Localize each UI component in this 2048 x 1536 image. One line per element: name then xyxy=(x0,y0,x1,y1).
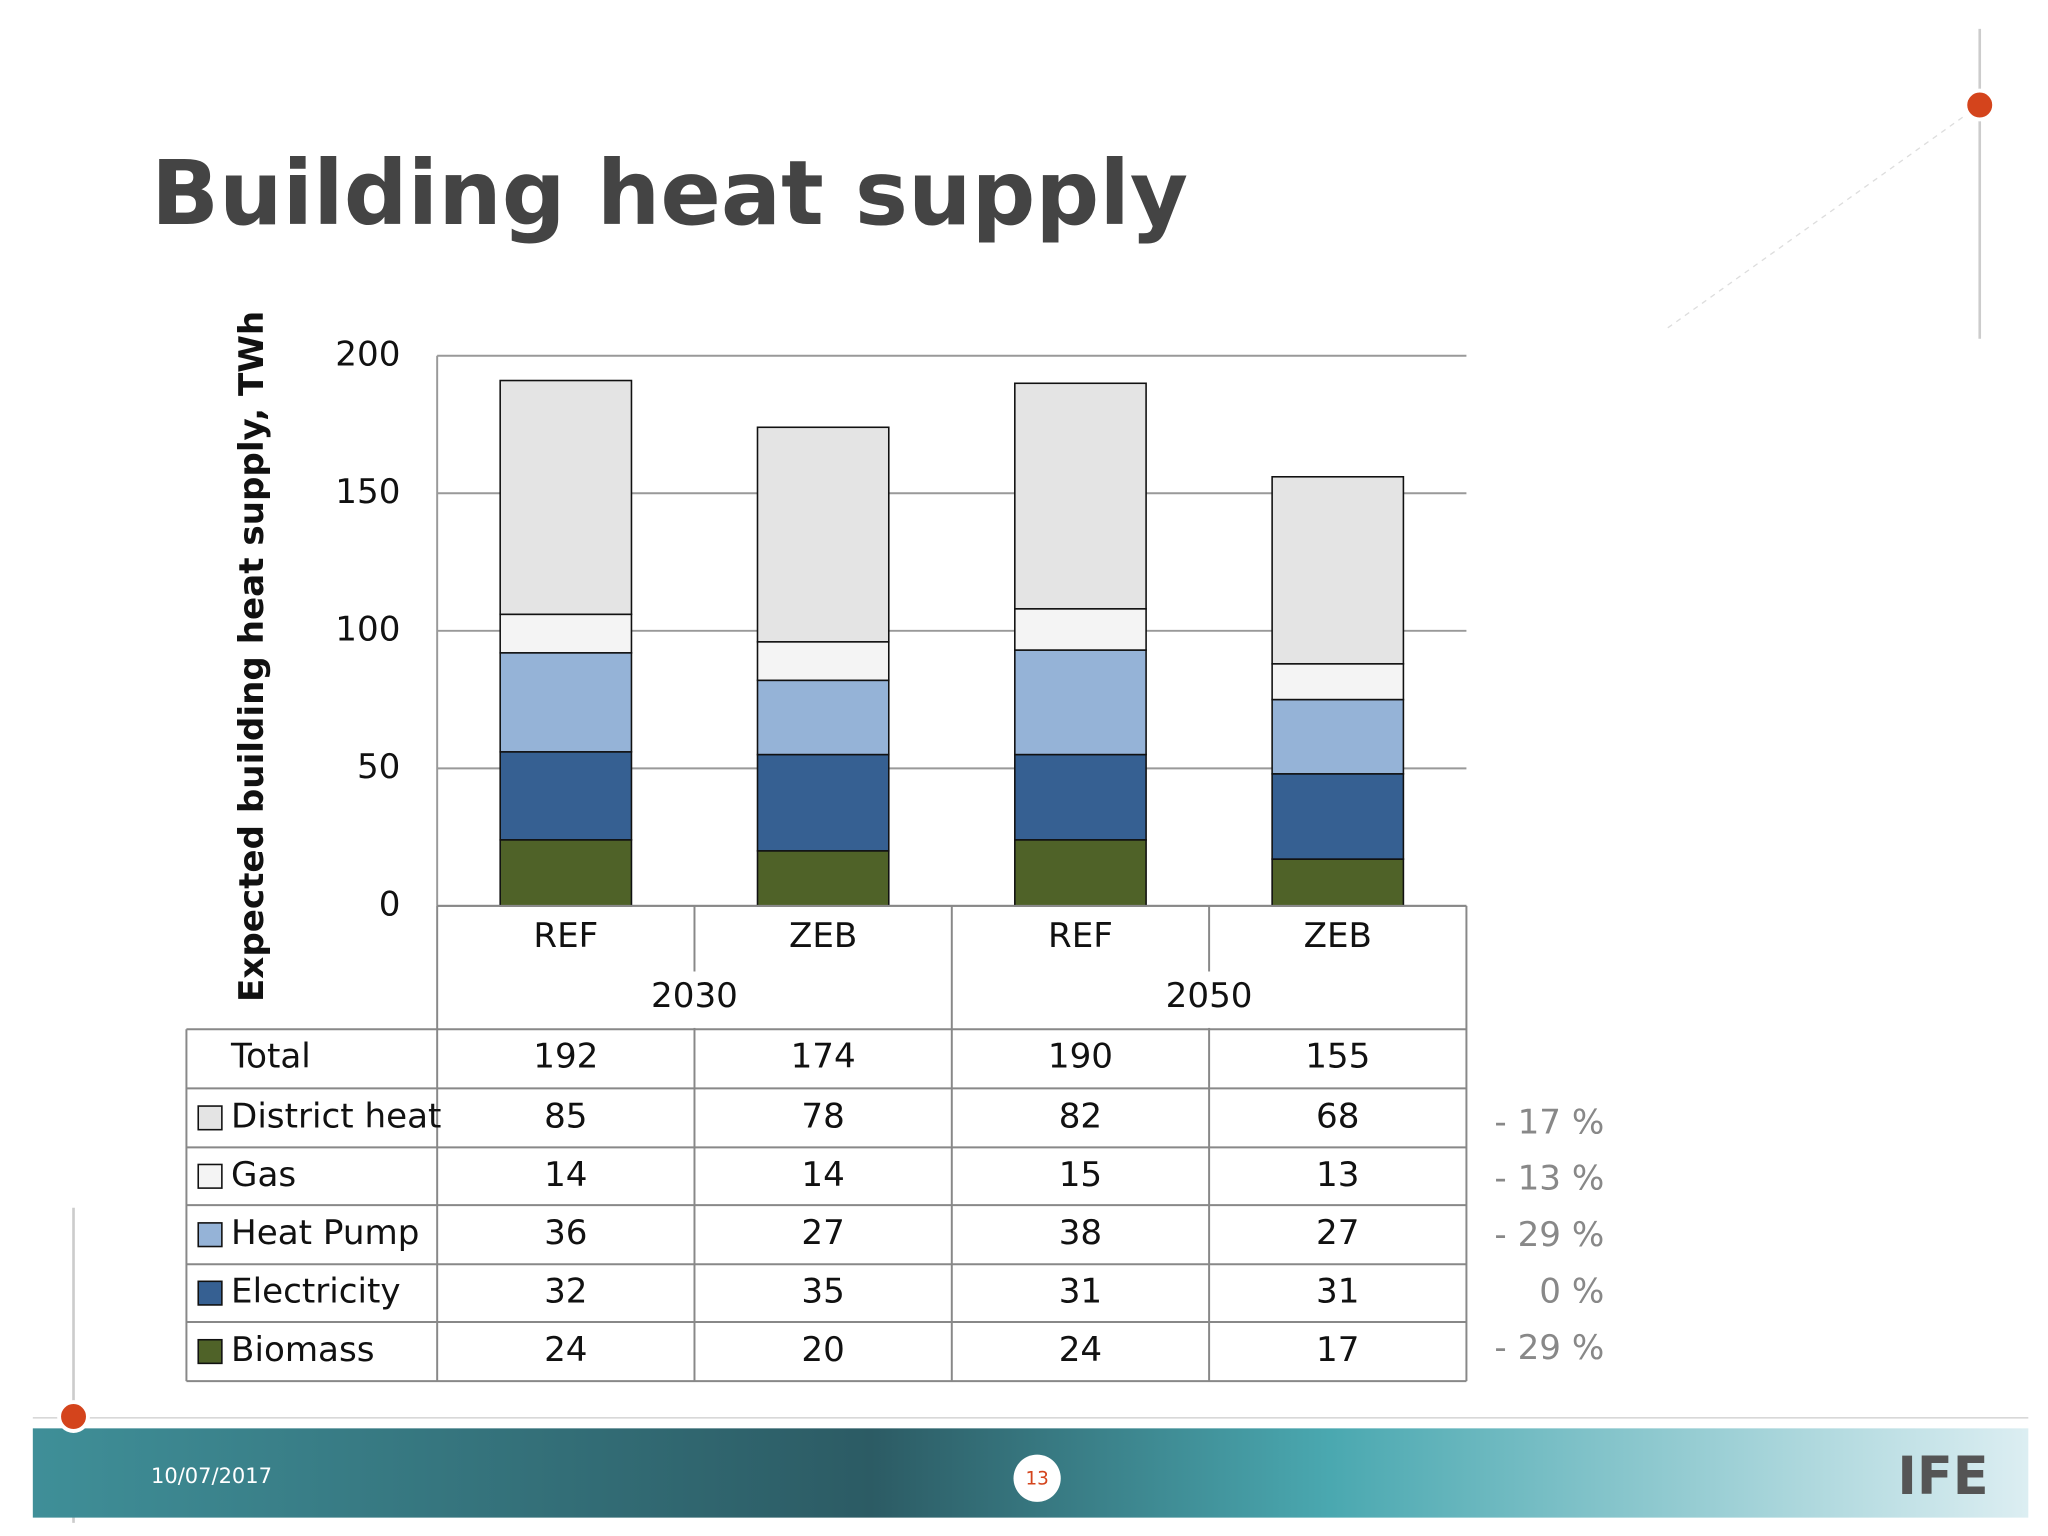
bar-segment xyxy=(1014,839,1147,907)
row-label: Total xyxy=(230,1037,311,1077)
legend-swatch xyxy=(197,1280,223,1306)
page-number: 13 xyxy=(1025,1469,1048,1490)
x-tick-label: ZEB xyxy=(789,916,857,956)
table-value: 190 xyxy=(1048,1037,1113,1077)
legend-swatch xyxy=(197,1222,223,1248)
x-tick-label: ZEB xyxy=(1304,916,1372,956)
bar-segment xyxy=(1014,753,1147,841)
table-value: 192 xyxy=(533,1037,598,1077)
table-value: 20 xyxy=(801,1330,844,1370)
group-cell-mask xyxy=(668,971,721,1028)
y-tick-label: 100 xyxy=(335,609,400,649)
table-value: 13 xyxy=(1316,1155,1359,1195)
legend-swatch xyxy=(197,1163,223,1189)
group-label: 2050 xyxy=(1166,976,1253,1016)
table-value: 35 xyxy=(801,1272,844,1312)
row-label: District heat xyxy=(231,1096,441,1136)
footer-date: 10/07/2017 xyxy=(151,1464,272,1488)
change-label: 0 % xyxy=(1539,1272,1604,1312)
bar-segment xyxy=(1014,382,1147,610)
bar-segment xyxy=(756,641,890,682)
y-tick-label: 150 xyxy=(335,472,400,512)
bar-segment xyxy=(499,379,633,616)
table-value: 31 xyxy=(1316,1272,1359,1312)
table-value: 24 xyxy=(544,1330,587,1370)
table-value: 27 xyxy=(1316,1213,1359,1253)
x-tick-label: REF xyxy=(533,916,598,956)
y-tick-label: 0 xyxy=(379,884,401,924)
bar-segment xyxy=(1271,663,1405,701)
change-label: - 29 % xyxy=(1494,1328,1604,1368)
row-label: Electricity xyxy=(231,1272,401,1312)
bar-segment xyxy=(1271,773,1405,860)
bar-segment xyxy=(1014,649,1147,756)
change-label: - 29 % xyxy=(1494,1215,1604,1255)
page-badge xyxy=(1013,1454,1061,1502)
legend-swatch xyxy=(197,1105,223,1131)
group-cell-mask xyxy=(1182,971,1236,1028)
bar-segment xyxy=(499,652,633,753)
y-axis-label: Expected building heat supply, TWh xyxy=(232,311,272,1002)
bar-segment xyxy=(756,753,890,852)
change-label: - 13 % xyxy=(1494,1159,1604,1199)
table-value: 32 xyxy=(544,1272,587,1312)
table-value: 14 xyxy=(544,1155,587,1195)
slide-title: Building heat supply xyxy=(151,142,1188,246)
decor-dot xyxy=(1963,88,1997,122)
bar-segment xyxy=(1271,698,1405,775)
table-value: 78 xyxy=(801,1096,844,1136)
y-tick-label: 50 xyxy=(357,747,400,787)
group-label: 2030 xyxy=(651,976,738,1016)
legend-swatch xyxy=(197,1338,223,1365)
row-label: Biomass xyxy=(231,1330,374,1370)
row-label: Gas xyxy=(231,1155,296,1195)
table-value: 27 xyxy=(801,1213,844,1253)
plot: 0 50 100 150 200 REF ZEB REF ZEB 2030 2050 Total 192… xyxy=(185,334,1604,1383)
y-tick-label: 200 xyxy=(335,334,400,374)
table-value: 68 xyxy=(1316,1096,1359,1136)
table-value: 24 xyxy=(1059,1330,1102,1370)
bar-segment xyxy=(756,679,890,756)
decor-dot xyxy=(57,1400,90,1433)
bar-segment xyxy=(1271,858,1405,907)
bar-segment xyxy=(499,751,633,841)
table-value: 85 xyxy=(544,1096,587,1136)
table-value: 14 xyxy=(801,1155,844,1195)
row-label: Heat Pump xyxy=(231,1213,419,1253)
bar-segment xyxy=(1014,608,1147,651)
table-value: 31 xyxy=(1059,1272,1102,1312)
table-value: 174 xyxy=(791,1037,856,1077)
x-tick-label: REF xyxy=(1048,916,1113,956)
table-value: 82 xyxy=(1059,1096,1102,1136)
bar-segment xyxy=(756,850,890,907)
bar-segment xyxy=(756,426,890,643)
decor-line xyxy=(1666,104,1981,329)
logo: IFE xyxy=(1897,1446,1988,1507)
table-value: 38 xyxy=(1059,1213,1102,1253)
bar-segment xyxy=(499,613,633,654)
bar-segment xyxy=(499,839,633,907)
change-label: - 17 % xyxy=(1494,1102,1604,1142)
table-value: 155 xyxy=(1305,1037,1370,1077)
table-value: 36 xyxy=(544,1213,587,1253)
bar-segment xyxy=(1271,476,1405,665)
table-value: 15 xyxy=(1059,1155,1102,1195)
table-value: 17 xyxy=(1316,1330,1359,1370)
